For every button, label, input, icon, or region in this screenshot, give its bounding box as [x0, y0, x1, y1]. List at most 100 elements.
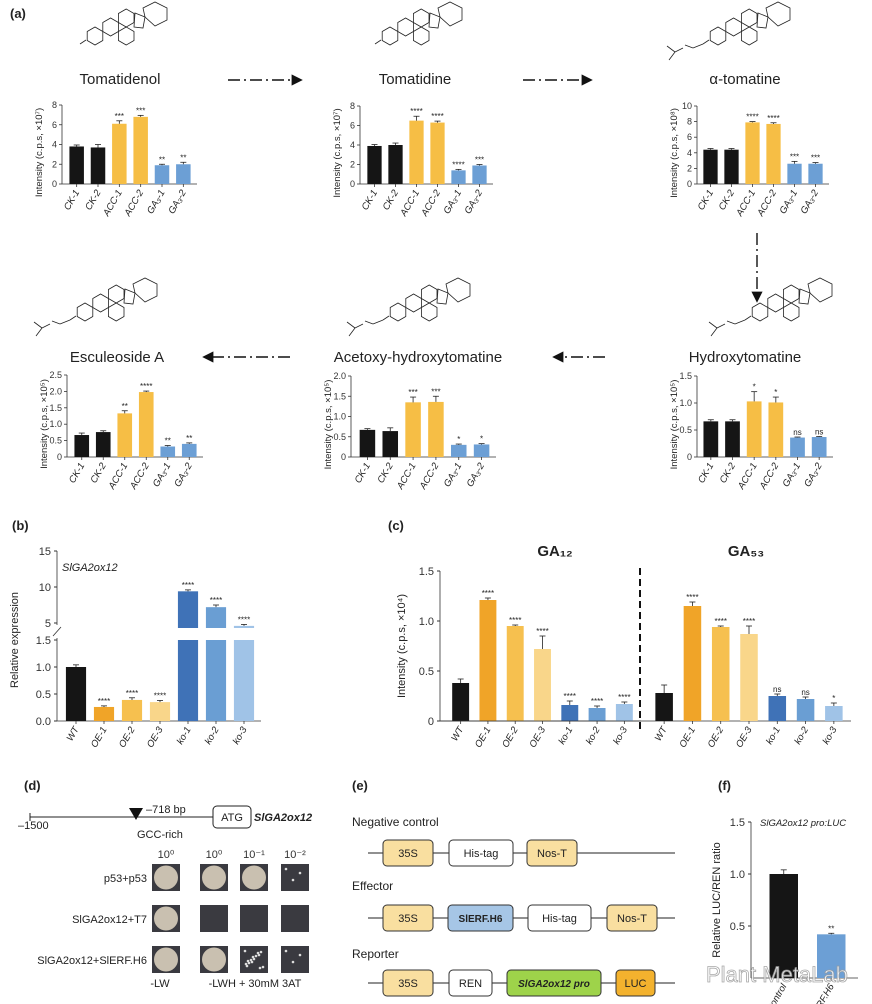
- x-tick-label: ko-1: [764, 725, 783, 747]
- significance-label: ns: [801, 688, 809, 697]
- bar: [112, 123, 127, 184]
- y-tick-label: 10: [682, 101, 692, 111]
- bond: [79, 39, 87, 45]
- significance-label: ***: [136, 106, 145, 115]
- sugar-chain: [346, 319, 384, 337]
- bar: [149, 702, 171, 721]
- bar: [90, 147, 106, 184]
- bar: [506, 626, 524, 721]
- ring: [765, 1, 791, 27]
- axis-break-mark: [52, 626, 62, 637]
- chemical-structure-icon: [33, 277, 158, 337]
- y-tick-label: 1.0: [730, 869, 745, 881]
- bar: [787, 163, 802, 184]
- x-tick-label: GA₃-2: [802, 460, 825, 489]
- promoter-start-label: –1500: [18, 820, 49, 832]
- yeast-spot-plate: [200, 905, 228, 932]
- bar: [808, 163, 823, 184]
- x-tick-label: GA₃-1: [781, 461, 804, 489]
- significance-label: ns: [793, 428, 801, 437]
- significance-label: ****: [210, 596, 222, 605]
- yeast-colony-dot: [249, 958, 253, 962]
- significance-label: ns: [773, 685, 781, 694]
- ring: [798, 288, 811, 305]
- construct-name: Effector: [352, 879, 393, 893]
- yeast-colony-dot: [291, 878, 295, 882]
- element-label: GCC-rich: [137, 829, 183, 841]
- y-tick-label: 8: [687, 117, 692, 127]
- ring: [133, 12, 146, 29]
- yeast-spot-plate: [281, 905, 309, 932]
- y-tick-label: 1.0: [49, 419, 62, 429]
- dilution-label: 10⁻¹: [243, 849, 265, 861]
- x-tick-label: CK-2: [381, 187, 402, 212]
- bond: [382, 315, 390, 321]
- series-title: GA₅₃: [728, 543, 764, 560]
- bar-chart: WT **** OE-1 **** OE-2 **** OE-3 ns ko-1 ns ko-2 * k…: [440, 543, 851, 750]
- ring: [436, 288, 449, 305]
- chemical-structure-icon: [708, 277, 833, 337]
- x-tick-label: GA₃-2: [166, 187, 189, 216]
- ring: [381, 26, 399, 46]
- construct-part-label: 35S: [398, 848, 418, 860]
- construct-part-label: 35S: [398, 978, 418, 990]
- bar: [428, 401, 444, 457]
- x-tick-label: ACC-1: [398, 188, 422, 219]
- construct-part-label: 35S: [398, 913, 418, 925]
- yeast-colony-dot: [298, 953, 302, 957]
- y-tick-label: 4: [687, 148, 692, 158]
- significance-label: ***: [431, 387, 440, 396]
- y-tick-label: 2.0: [49, 386, 62, 396]
- x-tick-label: ACC-2: [755, 187, 780, 219]
- x-tick-label: OE-1: [677, 725, 698, 750]
- bar: [450, 444, 467, 457]
- yeast-spot-plate: [240, 905, 268, 932]
- yeast-colony-dot: [258, 966, 262, 970]
- significance-label: ****: [686, 593, 698, 602]
- sugar-chain: [708, 319, 746, 337]
- bar: [740, 634, 758, 721]
- bar: [768, 402, 784, 457]
- strain-label: SlGA2ox12+T7: [72, 914, 147, 926]
- panel-label-c: (c): [388, 518, 404, 533]
- bar-chart: CK-1 CK-2 *** ACC-1 *** ACC-2 ** GA₃-1 ** GA₃-2 0 2…: [34, 100, 197, 219]
- bond: [702, 39, 710, 45]
- x-tick-label: ACC-1: [106, 461, 130, 492]
- bond: [374, 39, 382, 45]
- y-tick-label: 0.5: [333, 432, 346, 442]
- bar-lower-segment: [177, 640, 199, 721]
- y-axis-label: Intensity (c.p.s, ×10⁵): [39, 379, 50, 469]
- yeast-colony-dot: [261, 965, 265, 969]
- yeast-colony-dot: [254, 954, 258, 958]
- ring: [740, 26, 758, 46]
- x-tick-label: GA₃-1: [151, 461, 174, 489]
- ring: [756, 12, 769, 29]
- significance-label: **: [180, 153, 186, 162]
- construct-part-box: [447, 904, 514, 932]
- x-tick-label: ACC-1: [101, 188, 125, 219]
- x-tick-label: ko-3: [821, 724, 840, 746]
- construct-part-label: LUC: [624, 978, 646, 990]
- y-tick-label: 6: [350, 121, 355, 131]
- x-tick-label: OE-1: [89, 725, 110, 750]
- chart-title: SlGA2ox12: [62, 562, 118, 574]
- significance-label: **: [122, 402, 128, 411]
- x-tick-label: ko-2: [584, 724, 603, 746]
- y-axis-label: Intensity (c.p.s, ×10⁸): [669, 108, 680, 198]
- bar: [711, 627, 730, 721]
- construct-part-box: [382, 839, 434, 867]
- bar: [561, 705, 579, 721]
- y-axis-label: Relative expression: [9, 592, 21, 688]
- x-tick-label: CK-2: [718, 460, 739, 485]
- construct-part-label: Nos-T: [617, 913, 647, 925]
- panel-label-b: (b): [12, 518, 29, 533]
- x-tick-label: OE-1: [473, 725, 494, 750]
- significance-label: ****: [536, 627, 548, 636]
- bar: [703, 421, 719, 457]
- bar-lower-segment: [205, 640, 227, 721]
- bar: [451, 170, 466, 184]
- x-tick-label: CK-2: [375, 460, 396, 485]
- x-tick-label: ko-2: [792, 724, 811, 746]
- x-tick-label: ACC-2: [417, 460, 442, 492]
